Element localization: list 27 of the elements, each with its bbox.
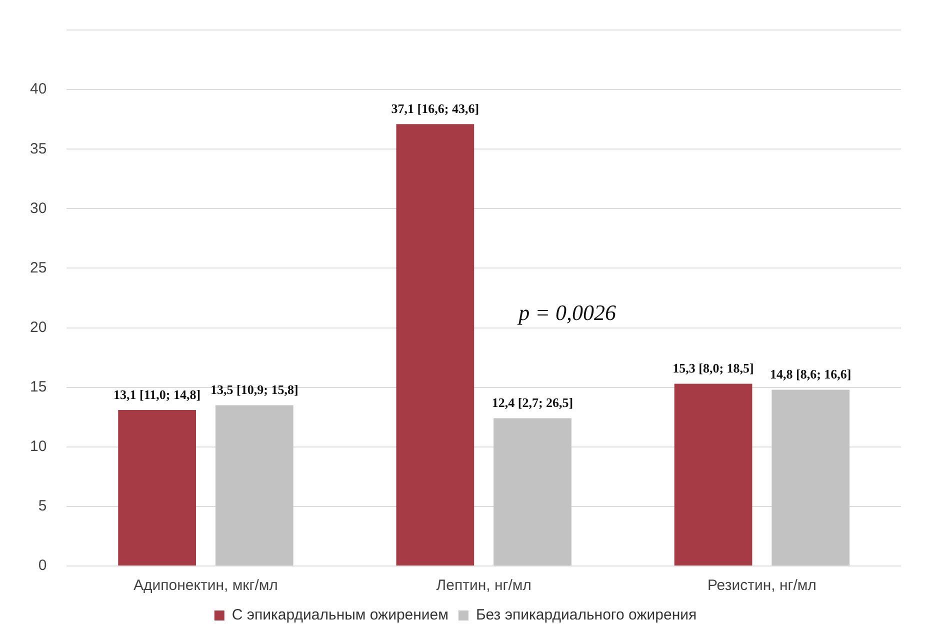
bar	[118, 410, 196, 566]
y-tick-label: 10	[30, 438, 47, 456]
data-label: 37,1 [16,6; 43,6]	[391, 100, 480, 116]
x-tick-label: Резистин, нг/мл	[707, 577, 816, 594]
y-tick-label: 20	[30, 318, 47, 336]
y-tick-label: 0	[38, 557, 47, 574]
data-label: 13,5 [10,9; 15,8]	[210, 382, 298, 398]
bar	[674, 384, 752, 566]
legend-label: С эпикардиальным ожирением	[232, 606, 448, 624]
data-label: 12,4 [2,7; 26,5]	[492, 395, 574, 410]
data-label: 15,3 [8,0; 18,5]	[672, 360, 754, 376]
y-tick-label: 15	[30, 378, 47, 396]
y-tick-label: 40	[30, 80, 47, 98]
y-tick-label: 25	[30, 259, 47, 276]
x-tick-label: Адипонектин, мкг/мл	[134, 577, 278, 594]
data-label: 13,1 [11,0; 14,8]	[114, 386, 201, 402]
bar	[494, 418, 572, 566]
y-tick-label: 30	[30, 200, 47, 217]
data-label: 14,8 [8,6; 16,6]	[770, 366, 852, 382]
y-tick-label: 5	[38, 498, 47, 515]
x-tick-label: Лептин, нг/мл	[436, 577, 532, 594]
legend-label: Без эпикардиального ожирения	[476, 606, 697, 624]
annotation: p = 0,0026	[516, 300, 616, 325]
bar	[215, 405, 294, 566]
bar	[772, 390, 850, 566]
bar	[396, 124, 474, 566]
y-tick-label: 35	[30, 140, 47, 158]
